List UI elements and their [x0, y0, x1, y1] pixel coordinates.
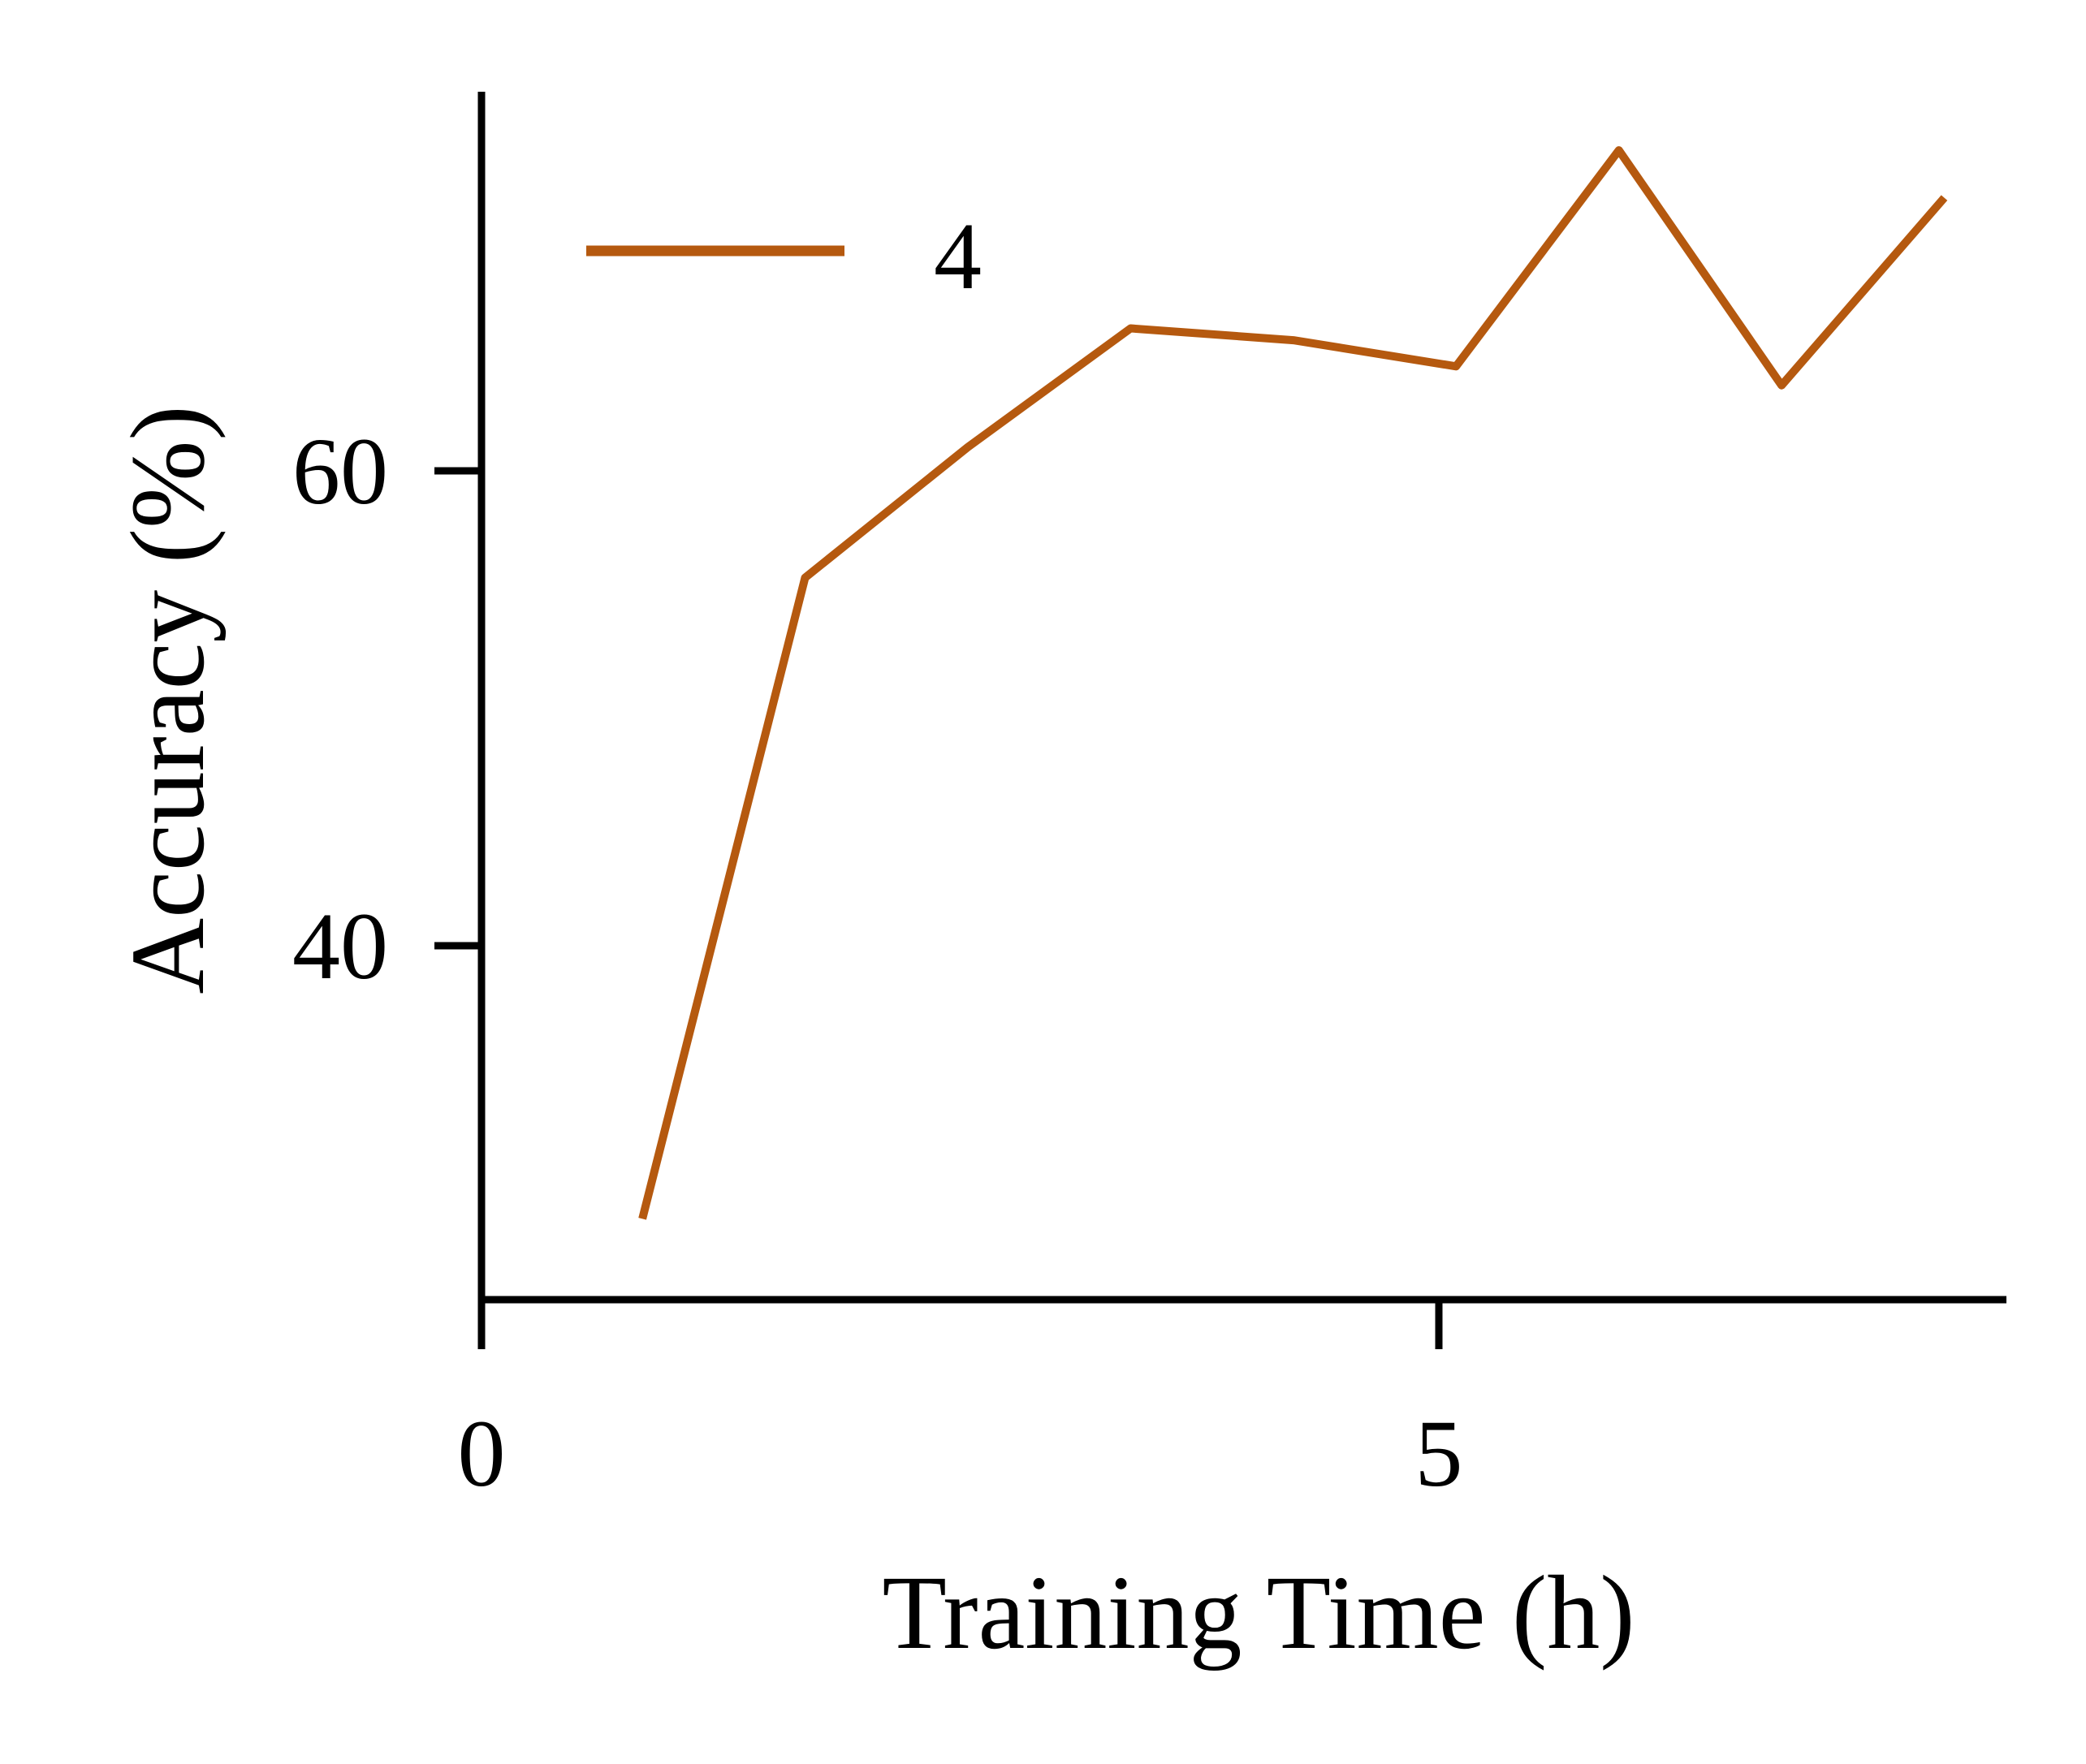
series-line-4: [638, 146, 1948, 1220]
legend: 4: [586, 203, 982, 309]
series-group: [638, 146, 1948, 1220]
y-axis-title: Accuracy (%): [110, 405, 227, 994]
x-tick-label-5: 5: [1415, 1400, 1463, 1507]
axes: [477, 92, 2006, 1349]
y-tick-label-40: 40: [292, 893, 388, 999]
legend-label-4: 4: [934, 203, 982, 309]
x-axis-title: Training Time (h): [882, 1555, 1635, 1671]
x-tick-label-0: 0: [458, 1400, 506, 1507]
y-ticks: 40 60: [292, 418, 482, 999]
y-tick-label-60: 60: [292, 418, 388, 524]
